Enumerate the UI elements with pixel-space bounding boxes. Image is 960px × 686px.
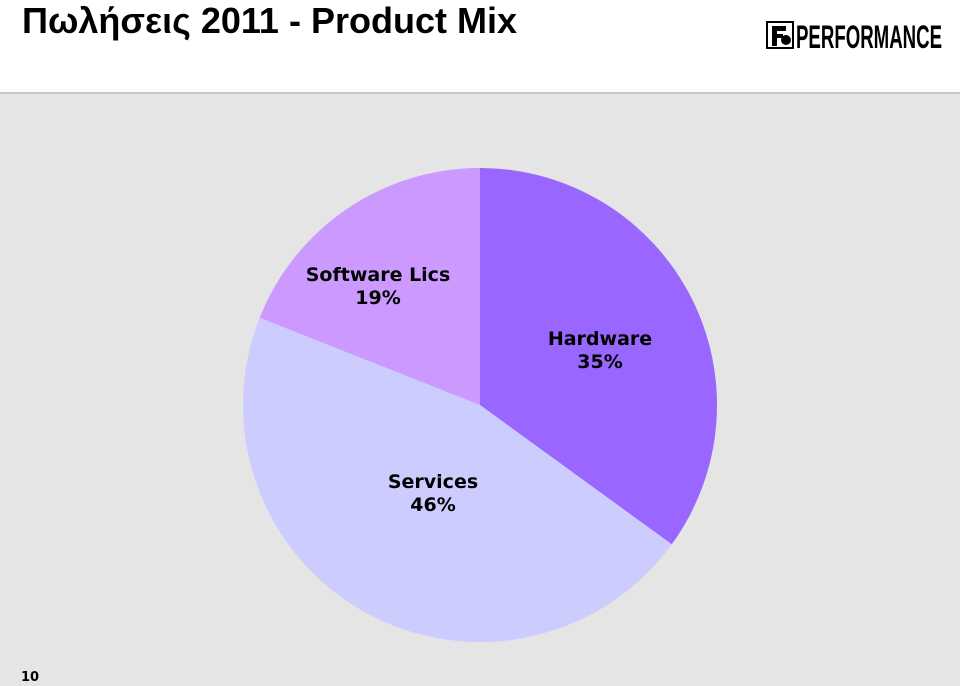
header: Πωλήσεις 2011 - Product Mix PERFORMANCE: [0, 0, 960, 94]
chart-area: Hardware 35% Services 46% Software Lics 19%: [0, 94, 960, 686]
slices-layer: [243, 168, 717, 642]
slice-label-services: Services 46%: [388, 471, 478, 516]
logo-icon: [766, 21, 794, 49]
slice-label-software-lics: Software Lics 19%: [306, 264, 451, 309]
labels-layer: Hardware 35% Services 46% Software Lics 19%: [306, 264, 652, 516]
performance-logo: PERFORMANCE: [766, 19, 942, 52]
pie-slice-software-lics: [259, 168, 480, 405]
pie-chart: Hardware 35% Services 46% Software Lics 19%: [243, 168, 717, 642]
pie-slice-hardware: [480, 168, 717, 545]
page-number: 10: [21, 670, 40, 685]
logo-text: PERFORMANCE: [796, 19, 942, 52]
page-title: Πωλήσεις 2011 - Product Mix: [22, 0, 517, 41]
slice-label-hardware: Hardware 35%: [548, 328, 652, 373]
pie-slice-services: [243, 317, 672, 642]
